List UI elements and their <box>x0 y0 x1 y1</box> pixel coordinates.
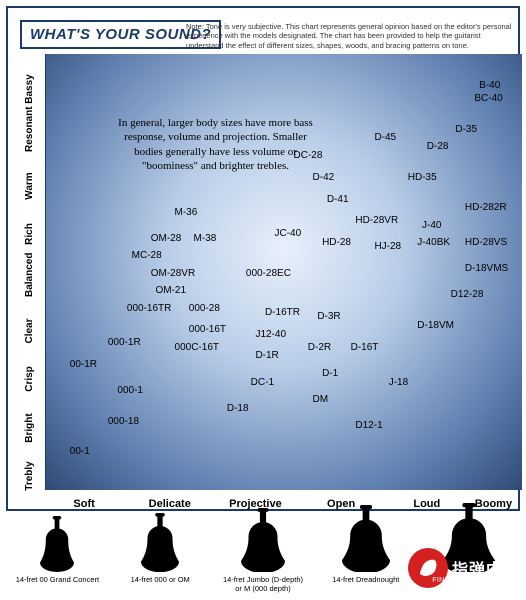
model-label: 000-28EC <box>246 268 291 279</box>
guitar-label: 14-fret Jumbo (D-depth)or M (000 depth) <box>212 576 315 593</box>
guitar-label: 14-fret 000 or OM <box>109 576 212 593</box>
model-label: HD-282R <box>465 202 507 213</box>
model-label: 000-16TR <box>127 303 171 314</box>
model-label: D-28 <box>427 141 449 152</box>
model-label: D-45 <box>374 132 396 143</box>
model-label: J-18 <box>389 377 408 388</box>
model-label: M-36 <box>175 207 198 218</box>
model-label: M-38 <box>194 233 217 244</box>
model-label: 000C-16T <box>175 342 219 353</box>
model-label: D-18 <box>227 403 249 414</box>
y-tick: Warm <box>24 171 38 201</box>
model-label: D-1 <box>322 368 338 379</box>
model-label: D-16TR <box>265 307 300 318</box>
model-label: J-40 <box>422 220 441 231</box>
model-label: HD-28VS <box>465 237 507 248</box>
x-tick: Soft <box>73 498 94 510</box>
model-label: D-3R <box>317 311 340 322</box>
y-tick: Crisp <box>24 364 38 394</box>
model-label: HD-35 <box>408 172 437 183</box>
model-label: JC-40 <box>274 228 301 239</box>
model-label: D-18VM <box>417 320 454 331</box>
watermark: 指弹中国 FINGER STYLE CHINA <box>408 548 520 588</box>
model-label: B-40 <box>479 80 500 91</box>
chart-description: In general, larger body sizes have more … <box>118 116 313 173</box>
model-label: BC-40 <box>474 93 502 104</box>
model-label: 000-18 <box>108 416 139 427</box>
model-label: J-40BK <box>417 237 450 248</box>
model-label: OM-21 <box>155 285 186 296</box>
chart-note: Note: Tone is very subjective. This char… <box>186 22 516 50</box>
model-label: D-41 <box>327 194 349 205</box>
model-label: 000-1R <box>108 337 141 348</box>
model-label: HJ-28 <box>374 241 401 252</box>
y-tick: Bassy <box>24 74 38 104</box>
model-label: 00-1 <box>70 446 90 457</box>
model-label: J12-40 <box>255 329 286 340</box>
model-label: 00-1R <box>70 359 97 370</box>
model-label: D-35 <box>455 124 477 135</box>
model-label: MC-28 <box>132 250 162 261</box>
guitar-silhouette-icon <box>212 508 315 572</box>
guitar-label: 14-fret 00 Grand Concert <box>6 576 109 593</box>
chart-border: WHAT'S YOUR SOUND? Note: Tone is very su… <box>6 6 520 511</box>
model-label: D-18VMS <box>465 263 508 274</box>
model-label: D12-1 <box>355 420 382 431</box>
y-tick: Balanced <box>24 267 38 297</box>
model-label: 000-1 <box>117 385 143 396</box>
x-tick: Delicate <box>149 498 191 510</box>
model-label: D-16T <box>351 342 379 353</box>
model-label: OM-28VR <box>151 268 195 279</box>
y-tick: Resonant <box>24 122 38 152</box>
watermark-text-en: FINGER STYLE CHINA <box>432 577 512 584</box>
y-axis: Trebly Bright Crisp Clear Balanced Rich Warm Re… <box>16 54 46 490</box>
model-label: D-2R <box>308 342 331 353</box>
model-label: D12-28 <box>451 289 484 300</box>
guitar-silhouette-icon <box>109 513 212 572</box>
model-label: 000-16T <box>189 324 226 335</box>
model-label: DM <box>313 394 329 405</box>
model-label: D-42 <box>313 172 335 183</box>
model-label: HD-28VR <box>355 215 398 226</box>
model-label: OM-28 <box>151 233 182 244</box>
y-tick: Clear <box>24 316 38 346</box>
guitar-silhouette-icon <box>6 516 109 572</box>
plot-area: In general, larger body sizes have more … <box>46 54 522 490</box>
model-label: 000-28 <box>189 303 220 314</box>
model-label: D-1R <box>255 350 278 361</box>
y-tick: Bright <box>24 413 38 443</box>
model-label: DC-1 <box>251 377 274 388</box>
y-tick: Trebly <box>24 461 38 491</box>
y-tick: Rich <box>24 219 38 249</box>
guitar-silhouette-icon <box>314 505 417 572</box>
model-label: DC-28 <box>294 150 323 161</box>
model-label: HD-28 <box>322 237 351 248</box>
guitar-label: 14-fret Dreadnought <box>314 576 417 593</box>
